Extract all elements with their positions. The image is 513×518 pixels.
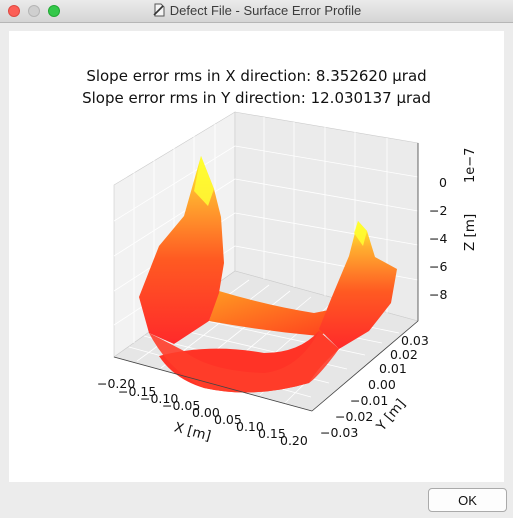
document-icon <box>153 3 165 17</box>
plot-title-y: Slope error rms in Y direction: 12.03013… <box>82 89 431 107</box>
surface-highlight-left <box>194 156 214 206</box>
surface-back-interior <box>209 291 354 336</box>
x-axis-line <box>113 356 313 412</box>
z-axis-label: Z [m] <box>462 214 478 251</box>
surface-right-wall <box>319 221 397 349</box>
y-axis-line <box>311 320 419 412</box>
x-axis-label: X [m] <box>172 419 212 444</box>
zoom-window-button[interactable] <box>48 5 60 17</box>
close-window-button[interactable] <box>8 5 20 17</box>
surface-highlight-right <box>354 221 367 246</box>
x-tick-label: −0.20 <box>97 376 135 391</box>
z-tick-label: 0 <box>439 175 447 190</box>
x-tick-label: 0.00 <box>192 405 220 420</box>
x-tick-label: −0.15 <box>118 384 156 399</box>
y-tick-label: 0.03 <box>401 333 429 348</box>
plot-title-x: Slope error rms in X direction: 8.352620… <box>86 67 427 85</box>
z-tick-label: −2 <box>429 203 447 218</box>
y-tick-label: 0.00 <box>368 377 396 392</box>
y-tick-label: 0.02 <box>390 347 418 362</box>
y-tick-label: −0.02 <box>335 409 373 424</box>
surface-front-face <box>149 331 339 393</box>
z-tick-label: −4 <box>429 231 447 246</box>
y-tick-label: −0.03 <box>320 425 358 440</box>
y-tick-label: −0.01 <box>350 393 388 408</box>
y-tick-label: 0.01 <box>379 361 407 376</box>
surface <box>139 156 397 393</box>
z-offset-label: 1e−7 <box>463 148 478 183</box>
x-tick-label: 0.15 <box>258 426 286 441</box>
x-tick-label: −0.05 <box>162 398 200 413</box>
window-title-area: Defect File - Surface Error Profile <box>0 3 513 18</box>
plot-canvas: Slope error rms in X direction: 8.352620… <box>9 31 504 482</box>
x-tick-label: 0.10 <box>236 419 264 434</box>
surface-chart: −0.20 −0.15 −0.10 −0.05 0.00 0.05 0.10 0… <box>97 111 478 448</box>
minimize-window-button[interactable] <box>28 5 40 17</box>
surface-left-wall <box>139 156 224 344</box>
window-titlebar: Defect File - Surface Error Profile <box>0 0 513 23</box>
x-tick-label: −0.10 <box>140 391 178 406</box>
x-tick-label: 0.20 <box>280 433 308 448</box>
z-tick-label: −8 <box>429 287 447 302</box>
z-tick-label: −6 <box>429 259 447 274</box>
x-tick-label: 0.05 <box>214 412 242 427</box>
ok-button[interactable]: OK <box>428 488 507 512</box>
window-title: Defect File - Surface Error Profile <box>169 3 362 18</box>
